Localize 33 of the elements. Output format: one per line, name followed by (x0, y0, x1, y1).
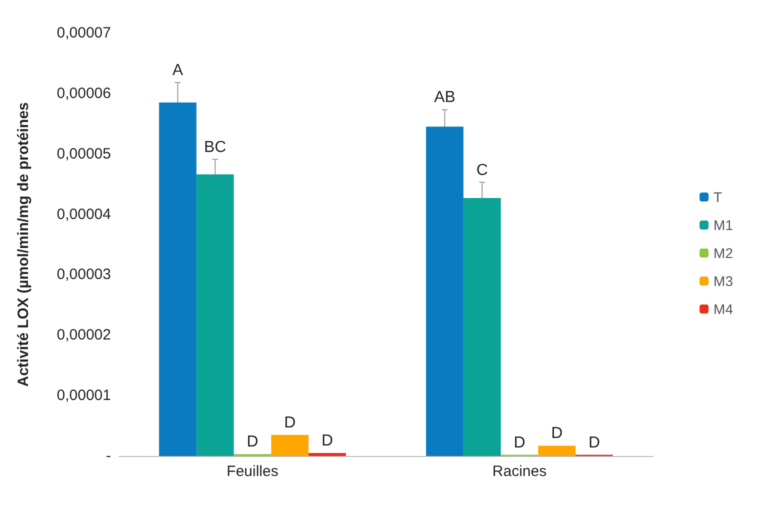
legend-label: M1 (714, 217, 734, 233)
data-label: AB (434, 89, 456, 106)
data-label: D (246, 434, 258, 451)
y-tick-label: - (106, 448, 111, 464)
x-tick-label: Racines (492, 463, 547, 480)
bar (426, 126, 464, 456)
legend-label: M2 (714, 245, 734, 261)
x-tick-label: Feuilles (226, 463, 278, 480)
data-label: D (284, 414, 296, 432)
data-label: A (172, 62, 184, 80)
y-axis-title: Activité LOX (µmol/min/mg de protéines (15, 102, 32, 387)
data-label: D (321, 432, 334, 450)
y-tick-label: 0,00005 (56, 145, 111, 162)
bar (463, 198, 501, 456)
y-tick-label: 0,00003 (56, 266, 111, 284)
bar (538, 446, 576, 456)
y-tick-label: 0,00004 (56, 206, 111, 223)
bar (271, 434, 309, 456)
bar (196, 174, 234, 456)
data-label: D (588, 434, 600, 452)
data-label: C (476, 162, 488, 179)
legend-label: M4 (714, 301, 734, 317)
y-tick-label: 0,00006 (56, 84, 111, 102)
y-tick-label: 0,00001 (56, 387, 111, 404)
y-tick-label: 0,00007 (56, 24, 111, 42)
legend-label: T (714, 189, 723, 205)
data-label: D (514, 434, 526, 452)
bar (308, 452, 346, 456)
bar (159, 102, 196, 456)
data-label: D (551, 425, 563, 442)
data-label: BC (204, 138, 226, 156)
y-tick-label: 0,00002 (56, 326, 111, 344)
legend-label: M3 (714, 273, 734, 289)
